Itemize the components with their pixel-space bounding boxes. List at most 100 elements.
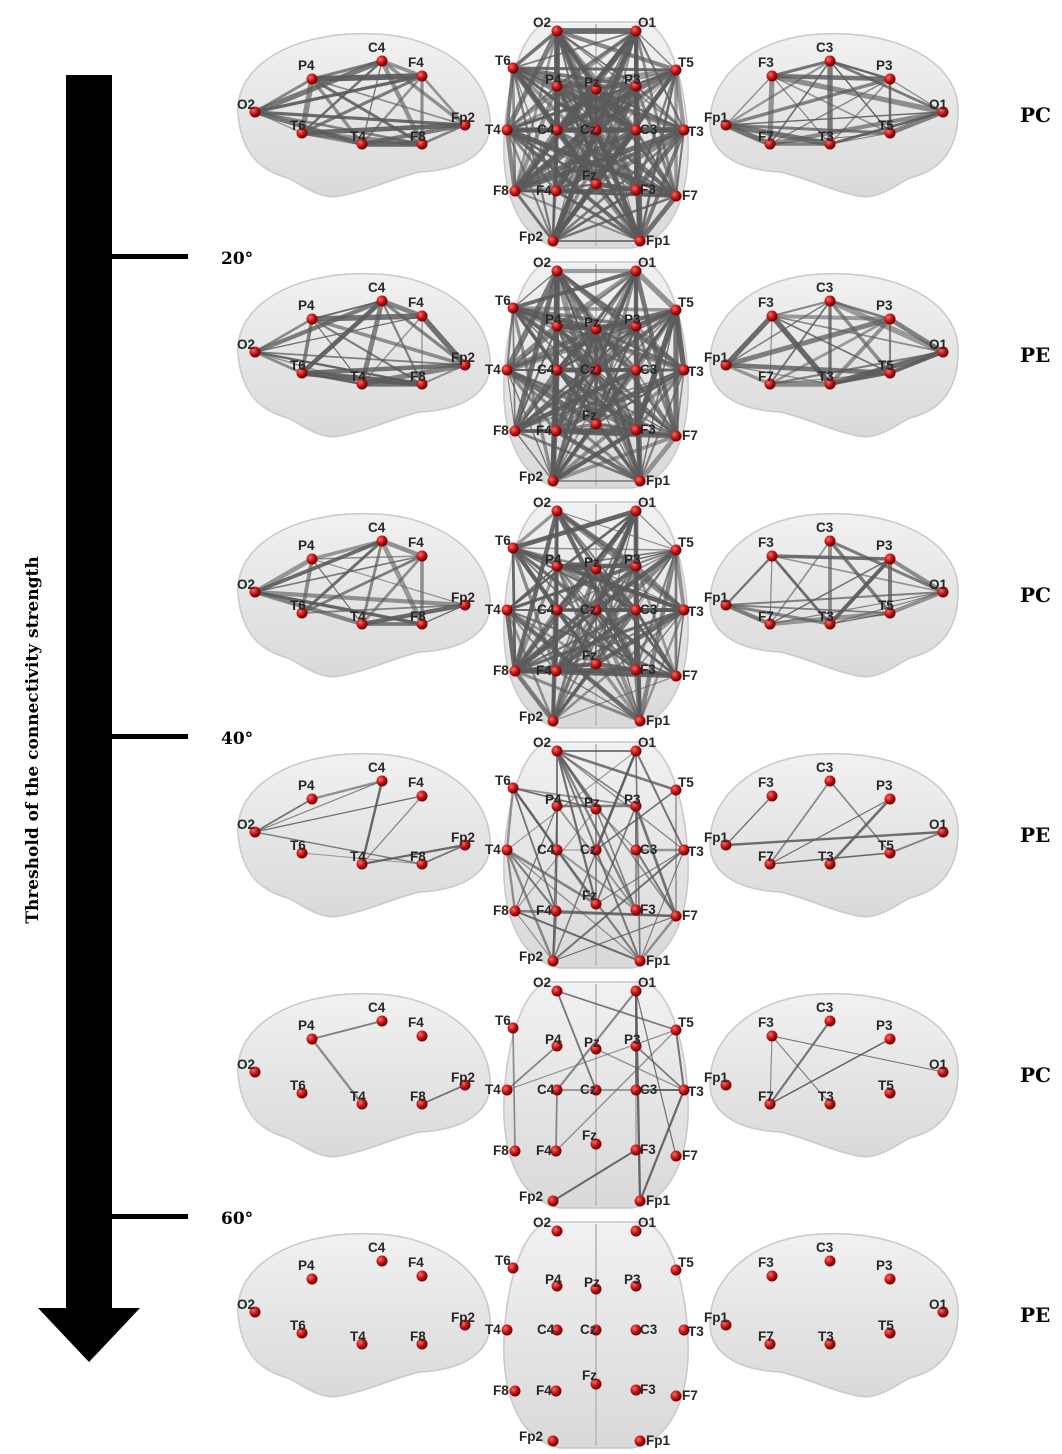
electrode-label: O2 — [237, 1297, 255, 1312]
connectivity-edge — [637, 433, 679, 484]
electrode-o1 — [937, 346, 949, 358]
electrode-c4 — [376, 55, 388, 67]
electrode-f8 — [416, 378, 428, 390]
electrode-label: F7 — [682, 1388, 698, 1403]
group-label: PC — [1020, 1063, 1051, 1087]
electrode-label: O1 — [929, 817, 948, 832]
electrode-o1 — [937, 1306, 949, 1318]
electrode-label: Pz — [584, 1275, 600, 1290]
electrode-fp2 — [459, 119, 471, 131]
electrode-t4 — [501, 844, 513, 856]
left-view-edges — [254, 779, 467, 866]
electrode-label: C3 — [640, 1322, 658, 1337]
electrode-label: C4 — [537, 122, 555, 137]
electrode-t6 — [296, 607, 308, 619]
electrode-label: T5 — [678, 55, 694, 70]
electrode-pz — [590, 1283, 602, 1295]
group-label: PE — [1020, 823, 1050, 847]
left-view-edges — [252, 538, 468, 627]
electrode-t6 — [296, 127, 308, 139]
connectivity-edge — [380, 299, 467, 367]
connectivity-edge — [299, 76, 315, 136]
electrode-p3 — [884, 73, 896, 85]
connectivity-edge — [828, 59, 945, 114]
electrode-label: Fp2 — [519, 1429, 543, 1444]
connectivity-edge — [419, 313, 468, 368]
connectivity-edge — [827, 349, 946, 387]
electrode-f4 — [416, 1270, 428, 1282]
connectivity-edge — [550, 181, 599, 244]
electrode-o1 — [630, 745, 642, 757]
connectivity-edge — [506, 309, 677, 371]
connectivity-edge — [675, 129, 685, 197]
right-view-edges — [768, 1019, 944, 1106]
electrode-label: F8 — [410, 1329, 426, 1344]
connectivity-edge — [555, 849, 558, 912]
connectivity-edge — [511, 66, 638, 88]
electrode-t3 — [678, 1324, 690, 1336]
connectivity-edge — [253, 110, 467, 127]
connectivity-edge — [829, 780, 891, 854]
connectivity-edge — [420, 363, 467, 386]
electrode-label: F7 — [682, 188, 698, 203]
connectivity-edge — [505, 608, 598, 666]
electrode-fp2 — [547, 475, 559, 487]
brain-row: C4 F4 P4 O2 T6 T4 F8 Fp2 C3 F3 P3 O1 T5 T3 F7 Fp1 O2 O1 T6… — [237, 495, 1051, 729]
connectivity-edge — [359, 602, 468, 627]
connectivity-edge — [827, 298, 946, 355]
connectivity-edge — [551, 188, 638, 243]
electrode-label: F3 — [758, 55, 774, 70]
electrode-label: F8 — [410, 609, 426, 624]
connectivity-edge — [675, 369, 685, 437]
connectivity-edge — [552, 1149, 637, 1202]
electrode-label: Pz — [584, 75, 600, 90]
electrode-c3 — [824, 535, 836, 547]
connectivity-edge — [829, 132, 891, 145]
connectivity-edge — [556, 568, 597, 611]
brain-row: C4 F4 P4 O2 T6 T4 F8 Fp2 C3 F3 P3 O1 T5 T3 F7 Fp1 O2 O1 T6… — [237, 975, 1051, 1209]
electrode-label: F8 — [493, 663, 509, 678]
electrode-label: T3 — [818, 1329, 834, 1344]
electrode-label: P4 — [298, 298, 315, 313]
electrode-o1 — [937, 106, 949, 118]
electrode-label: C3 — [816, 520, 834, 535]
connectivity-edge — [421, 604, 466, 625]
electrode-t6 — [507, 1022, 519, 1034]
connectivity-edge — [638, 368, 686, 483]
connectivity-edge — [769, 780, 831, 865]
electrode-label: T5 — [678, 535, 694, 550]
electrode-label: T5 — [678, 1015, 694, 1030]
connectivity-edge — [638, 608, 686, 723]
connectivity-edge — [505, 848, 555, 963]
electrode-label: P3 — [624, 72, 641, 87]
connectivity-edge — [595, 1048, 685, 1091]
electrode-label: O2 — [533, 15, 551, 30]
connectivity-edge — [550, 367, 560, 484]
connectivity-edge — [512, 127, 560, 194]
electrode-t5 — [670, 544, 682, 556]
connectivity-edge — [555, 670, 641, 722]
electrode-p4 — [551, 800, 563, 812]
electrode-t5 — [670, 1264, 682, 1276]
electrode-label: T4 — [485, 362, 501, 377]
electrode-p3 — [884, 553, 896, 565]
electrode-label: T6 — [495, 1013, 511, 1028]
connectivity-edge — [505, 848, 517, 913]
electrode-f8 — [509, 665, 521, 677]
connectivity-edge — [556, 510, 677, 551]
connectivity-edge — [556, 990, 597, 1091]
connectivity-edge — [638, 1088, 686, 1203]
group-label: PC — [1020, 103, 1051, 127]
electrode-label: O1 — [929, 1057, 948, 1072]
connectivity-edge — [512, 127, 599, 194]
electrode-f7 — [764, 1338, 776, 1350]
connectivity-edge — [299, 122, 468, 136]
electrode-label: T3 — [688, 1084, 704, 1099]
connectivity-edge — [552, 675, 677, 722]
electrode-o1 — [630, 505, 642, 517]
tick-40 — [112, 734, 188, 739]
connectivity-edge — [514, 805, 558, 912]
electrode-o2 — [249, 826, 261, 838]
electrode-label: Cz — [580, 1322, 597, 1337]
electrode-cz — [590, 364, 602, 376]
